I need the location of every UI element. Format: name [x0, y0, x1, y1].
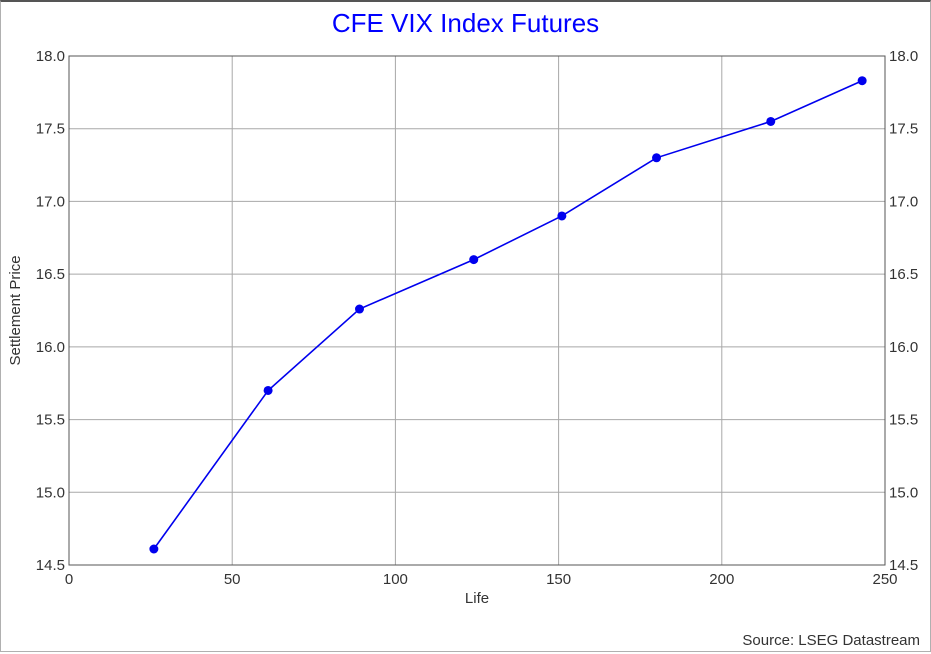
y-tick-label-left: 18.0 [36, 48, 65, 65]
y-tick-label-left: 14.5 [36, 557, 65, 574]
x-tick-label: 200 [709, 571, 734, 588]
y-tick-label-right: 16.5 [889, 266, 918, 283]
y-tick-label-left: 15.5 [36, 412, 65, 429]
data-point [263, 385, 273, 395]
data-point [766, 116, 776, 126]
x-tick-label: 50 [224, 571, 241, 588]
source-note: Source: LSEG Datastream [742, 632, 920, 649]
x-tick-label: 0 [65, 571, 73, 588]
series-line [153, 79, 863, 550]
x-tick-label: 100 [383, 571, 408, 588]
y-tick-label-right: 16.0 [889, 339, 918, 356]
data-point [354, 304, 364, 314]
y-tick-label-left: 17.5 [36, 121, 65, 138]
y-tick-label-right: 15.5 [889, 412, 918, 429]
data-point [469, 255, 479, 265]
data-point [652, 153, 662, 163]
data-point [149, 544, 159, 554]
y-tick-label-right: 14.5 [889, 557, 918, 574]
x-axis-title: Life [465, 590, 489, 607]
y-tick-label-left: 16.0 [36, 339, 65, 356]
y-tick-label-left: 17.0 [36, 193, 65, 210]
chart-title: CFE VIX Index Futures [331, 8, 600, 38]
plot-frame [68, 55, 886, 566]
data-point [557, 211, 567, 221]
y-tick-label-right: 15.0 [889, 484, 918, 501]
y-tick-label-right: 18.0 [889, 48, 918, 65]
y-tick-label-right: 17.5 [889, 121, 918, 138]
y-tick-label-left: 16.5 [36, 266, 65, 283]
x-tick-label: 150 [546, 571, 571, 588]
y-axis-title: Settlement Price [7, 255, 24, 365]
x-tick-label: 250 [872, 571, 897, 588]
data-point [857, 76, 867, 86]
y-tick-label-right: 17.0 [889, 193, 918, 210]
y-tick-label-left: 15.0 [36, 484, 65, 501]
